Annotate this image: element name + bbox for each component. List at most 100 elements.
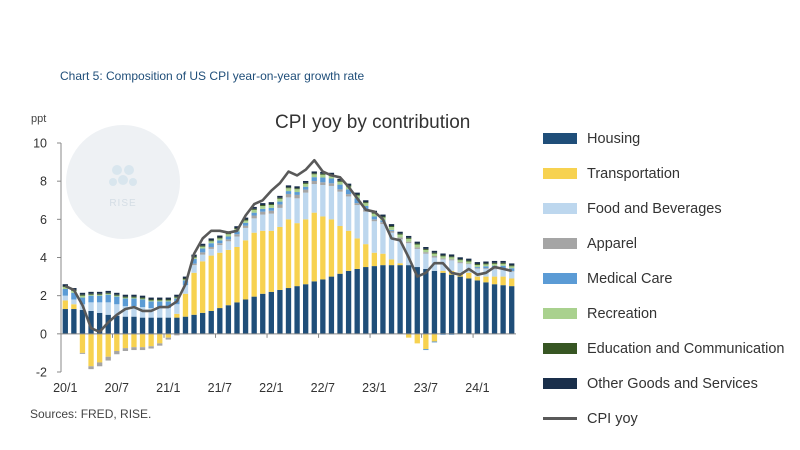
bar-transportation [500,276,506,286]
bar-food-and-beverages [174,304,180,314]
bar-food-and-beverages [354,205,360,239]
bar-medical-care [303,186,309,190]
bar-housing [448,274,455,334]
bar-education-and-communication [148,299,154,301]
bar-other-goods-and-services [414,241,420,244]
bar-recreation [148,300,154,302]
bar-transportation [217,252,223,309]
bar-education-and-communication [114,294,120,296]
bar-housing [157,317,163,334]
bar-education-and-communication [182,278,189,280]
source-note: Sources: FRED, RISE. [30,407,152,421]
bar-education-and-communication [414,243,420,245]
bar-housing [311,281,317,334]
bar-education-and-communication [483,263,489,265]
bar-recreation [242,220,249,223]
bar-food-and-beverages [105,302,111,315]
bar-transportation [71,304,77,310]
bar-food-and-beverages [294,198,300,224]
bar-medical-care [96,295,103,303]
bar-education-and-communication [500,262,506,264]
bar-medical-care [371,216,378,220]
bar-other-goods-and-services [217,235,223,238]
bar-recreation [122,297,129,299]
bar-medical-care [114,296,120,305]
bar-transportation [354,238,360,269]
bar-apparel [165,337,171,340]
bar-food-and-beverages [328,185,335,220]
bar-education-and-communication [105,292,111,294]
bar-medical-care [277,201,283,205]
bar-food-and-beverages [182,285,189,294]
bar-other-goods-and-services [242,217,249,220]
legend-item: Housing [543,121,784,156]
bar-recreation [491,263,498,266]
bar-apparel [277,204,283,208]
bar-medical-care [122,298,129,307]
bar-transportation [440,270,446,273]
bar-food-and-beverages [337,191,343,227]
bar-education-and-communication [303,182,309,184]
bar-food-and-beverages [285,197,292,220]
bar-other-goods-and-services [448,254,455,257]
bar-food-and-beverages [363,211,369,245]
bar-transportation [345,230,352,271]
bar-housing [397,265,403,334]
bar-other-goods-and-services [388,224,395,227]
bar-transportation [303,219,309,285]
bar-housing [345,270,352,334]
bar-housing [337,273,343,334]
bar-other-goods-and-services [491,260,498,263]
bar-transportation [414,333,420,344]
bar-housing [474,280,481,334]
legend-swatch [543,378,577,389]
bar-apparel [320,182,326,185]
bar-apparel [397,237,403,240]
bar-transportation [466,272,472,279]
bar-transportation [423,333,429,350]
bar-education-and-communication [448,256,455,258]
bar-recreation [208,241,214,244]
bar-transportation [397,263,403,266]
bar-food-and-beverages [320,184,326,217]
bar-transportation [483,276,489,283]
legend-swatch [543,308,577,319]
x-tick-label: 21/7 [208,381,232,395]
bar-education-and-communication [268,204,274,206]
legend-swatch [543,273,577,284]
bar-other-goods-and-services [311,171,317,174]
bar-apparel [96,362,103,367]
bar-housing [431,270,438,334]
bar-food-and-beverages [277,207,283,227]
bar-medical-care [268,207,274,211]
bar-food-and-beverages [268,213,274,231]
bar-apparel [251,215,257,219]
legend-label: Medical Care [587,270,673,287]
bar-apparel [474,267,481,269]
bar-other-goods-and-services [397,231,403,234]
bar-housing [182,316,189,334]
bar-recreation [225,234,232,237]
bar-food-and-beverages [88,302,94,311]
legend-item: Other Goods and Services [543,366,784,401]
bar-housing [71,309,77,334]
bar-food-and-beverages [139,307,146,318]
bar-food-and-beverages [165,308,171,318]
bar-housing [388,265,395,334]
legend-item: Transportation [543,156,784,191]
bar-transportation [148,333,154,347]
bar-education-and-communication [509,265,515,267]
bar-housing [242,299,249,334]
legend-label: CPI yoy [587,410,638,427]
bar-housing [380,265,386,334]
bar-recreation [268,205,274,208]
bar-food-and-beverages [234,236,240,248]
bar-recreation [105,293,111,295]
bar-medical-care [285,191,292,194]
bar-apparel [466,263,472,265]
bar-transportation [337,226,343,274]
bar-medical-care [260,208,266,212]
bar-education-and-communication [294,188,300,190]
bar-apparel [285,193,292,198]
bar-housing [303,284,309,334]
